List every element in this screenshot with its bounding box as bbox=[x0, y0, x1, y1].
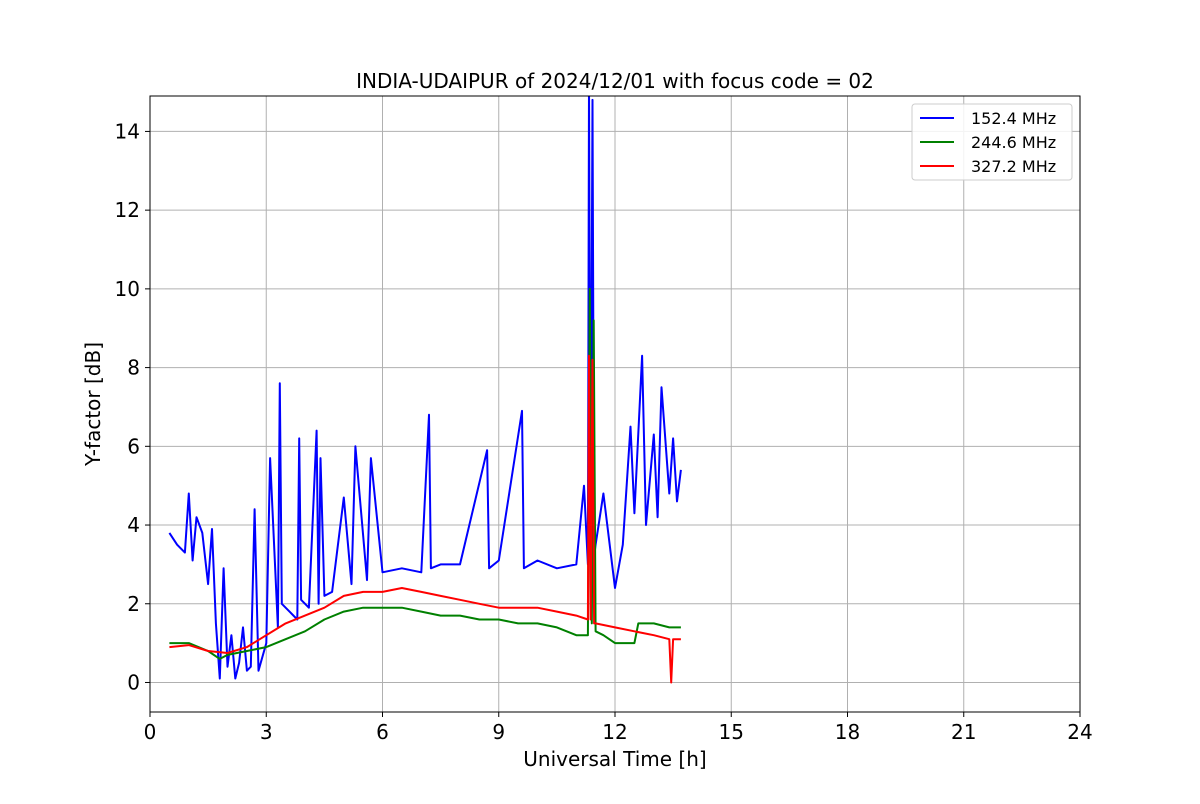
x-tick-label: 18 bbox=[835, 720, 860, 744]
series-layer bbox=[168, 96, 682, 684]
legend-label-3: 327.2 MHz bbox=[971, 157, 1056, 176]
x-tick-label: 6 bbox=[376, 720, 389, 744]
x-tick-label: 21 bbox=[951, 720, 976, 744]
legend: 152.4 MHz 244.6 MHz 327.2 MHz bbox=[911, 103, 1073, 181]
x-tick-label: 12 bbox=[602, 720, 627, 744]
y-tick-label: 8 bbox=[127, 356, 140, 380]
legend-label-1: 152.4 MHz bbox=[971, 109, 1056, 128]
x-tick-label: 0 bbox=[144, 720, 157, 744]
x-axis-label: Universal Time [h] bbox=[523, 747, 706, 771]
y-tick-label: 0 bbox=[127, 670, 140, 694]
x-tick-label: 15 bbox=[719, 720, 744, 744]
x-tick-label: 24 bbox=[1067, 720, 1092, 744]
series-line-2 bbox=[169, 287, 681, 660]
y-tick-label: 4 bbox=[127, 513, 140, 537]
y-tick-label: 12 bbox=[115, 198, 140, 222]
y-axis-label: Y-factor [dB] bbox=[81, 342, 105, 467]
series-line-1 bbox=[168, 96, 682, 680]
x-tick-label: 3 bbox=[260, 720, 273, 744]
chart-title: INDIA-UDAIPUR of 2024/12/01 with focus c… bbox=[356, 69, 874, 93]
y-tick-label: 6 bbox=[127, 434, 140, 458]
legend-label-2: 244.6 MHz bbox=[971, 133, 1056, 152]
y-tick-label: 10 bbox=[115, 277, 140, 301]
series-line-3 bbox=[169, 354, 681, 684]
x-tick-label: 9 bbox=[492, 720, 505, 744]
legend-box bbox=[911, 103, 1073, 181]
y-tick-label: 2 bbox=[127, 592, 140, 616]
y-tick-label: 14 bbox=[115, 119, 140, 143]
